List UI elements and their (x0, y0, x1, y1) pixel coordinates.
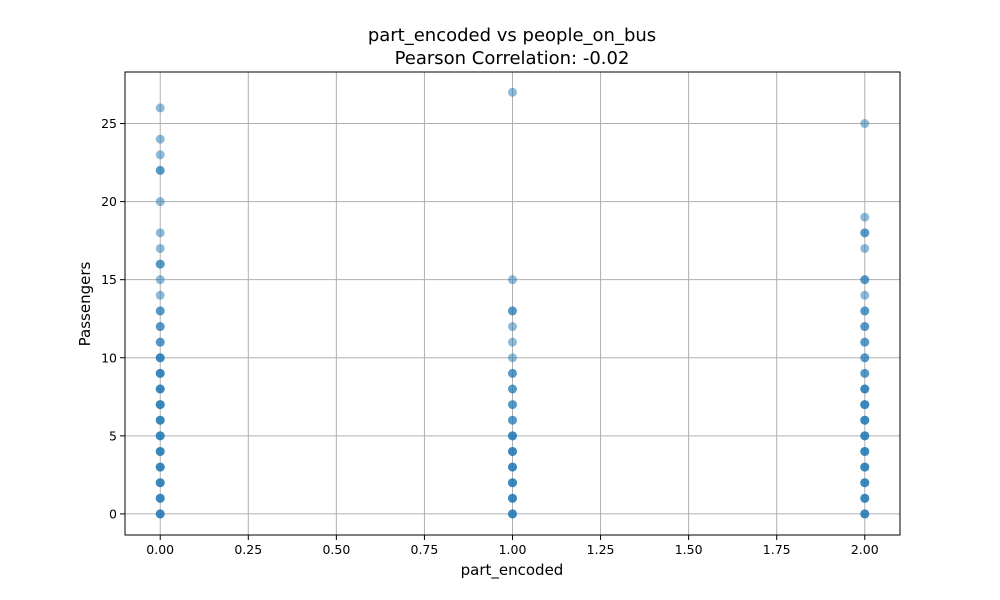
data-point (508, 509, 517, 519)
data-point (860, 478, 870, 488)
ticks-layer: 0.00 0.25 0.50 0.75 1.00 1.25 1.50 1.75 2.00 0 5 10… (101, 116, 879, 557)
data-point (508, 322, 517, 332)
data-point (155, 353, 165, 363)
data-point (860, 322, 870, 332)
data-point (860, 290, 870, 300)
data-point (155, 134, 165, 144)
data-point (508, 384, 517, 394)
data-point (155, 228, 165, 238)
data-point (860, 353, 870, 363)
data-point (508, 275, 517, 285)
y-tick-label: 5 (109, 428, 117, 443)
data-point (508, 446, 517, 456)
data-point (155, 446, 165, 456)
data-point (155, 462, 165, 472)
y-tick-label: 20 (101, 194, 117, 209)
data-point (155, 384, 165, 394)
y-tick-label: 10 (101, 350, 117, 365)
data-point (155, 322, 165, 332)
data-point (155, 259, 165, 269)
data-point (860, 384, 870, 394)
x-tick-label: 2.00 (851, 542, 879, 557)
data-point (155, 493, 165, 503)
data-point (508, 431, 517, 441)
data-point (155, 290, 165, 300)
y-axis-label: Passengers (76, 261, 94, 346)
data-point (508, 353, 517, 363)
data-point (155, 478, 165, 488)
x-tick-label: 1.00 (499, 542, 527, 557)
data-point (508, 415, 517, 425)
x-tick-label: 0.75 (411, 542, 439, 557)
data-point (155, 415, 165, 425)
data-point (860, 243, 870, 253)
data-point (508, 368, 517, 378)
data-point (860, 212, 870, 222)
y-tick-label: 25 (101, 116, 117, 131)
data-point (860, 462, 870, 472)
data-point (860, 119, 870, 129)
data-point (860, 228, 870, 238)
data-point (155, 197, 165, 207)
data-point (155, 368, 165, 378)
data-point (860, 337, 870, 347)
data-point (508, 400, 517, 410)
data-point (860, 415, 870, 425)
data-point (860, 306, 870, 316)
data-point (155, 103, 165, 113)
x-tick-label: 1.75 (763, 542, 791, 557)
data-point (860, 368, 870, 378)
chart-title: part_encoded vs people_on_bus (368, 25, 656, 46)
x-tick-label: 0.25 (234, 542, 262, 557)
data-point (860, 400, 870, 410)
data-point (155, 306, 165, 316)
chart-subtitle: Pearson Correlation: -0.02 (395, 48, 630, 69)
data-point (155, 400, 165, 410)
data-point (508, 493, 517, 503)
data-point (508, 462, 517, 472)
x-tick-label: 0.00 (146, 542, 174, 557)
data-point (155, 509, 165, 519)
data-point (860, 446, 870, 456)
points-layer (155, 87, 870, 519)
y-tick-label: 0 (109, 506, 117, 521)
data-point (508, 337, 517, 347)
data-point (508, 478, 517, 488)
data-point (860, 431, 870, 441)
data-point (508, 87, 517, 97)
data-point (860, 493, 870, 503)
data-point (860, 275, 870, 285)
data-point (155, 243, 165, 253)
data-point (155, 165, 165, 175)
data-point (155, 431, 165, 441)
data-point (155, 337, 165, 347)
data-point (155, 275, 165, 285)
data-point (508, 306, 517, 316)
y-tick-label: 15 (101, 272, 117, 287)
data-point (155, 150, 165, 160)
x-tick-label: 1.25 (587, 542, 615, 557)
data-point (860, 509, 870, 519)
x-tick-label: 0.50 (322, 542, 350, 557)
x-tick-label: 1.50 (675, 542, 703, 557)
x-axis-label: part_encoded (461, 561, 564, 580)
